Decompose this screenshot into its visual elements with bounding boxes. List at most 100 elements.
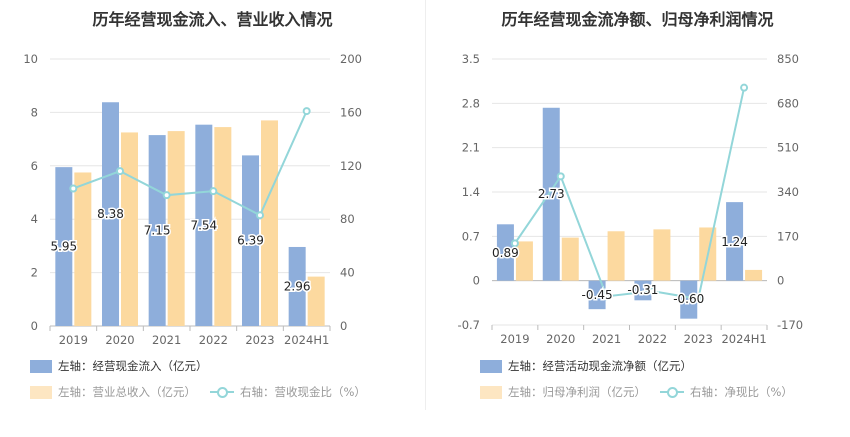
line-point (209, 187, 218, 196)
chart-svg: 0 2 4 6 8 10 0 40 80 120 160 200 2019 2020 2021 2022 202… (23, 52, 362, 347)
bar (102, 102, 119, 326)
legend-row-2: 左轴：营业总收入（亿元） 右轴：营收现金比（%） (30, 384, 380, 400)
y-tick-label-left: 0 (31, 319, 38, 333)
legend-row-1: 左轴：经营活动现金流净额（亿元） (480, 358, 706, 374)
bar (726, 202, 744, 281)
bar (515, 241, 533, 281)
bar (634, 280, 652, 301)
legend-item[interactable]: 左轴：营业总收入（亿元） (30, 384, 196, 400)
legend-label: 左轴：归母净利润（亿元） (508, 385, 646, 399)
bar (561, 237, 579, 281)
bar (588, 280, 606, 310)
bar (195, 124, 213, 326)
y-tick-label-right: 200 (340, 52, 362, 66)
x-tick-label: 2022 (638, 332, 667, 346)
legend-swatch (30, 385, 52, 399)
y-tick-label-right: 160 (340, 105, 362, 119)
data-label: 1.24 (721, 235, 748, 249)
y-tick-label-left: 1.4 (462, 185, 480, 199)
data-label: 6.39 (237, 234, 264, 248)
x-tick-label: 2023 (245, 333, 274, 347)
x-tick-label: 2021 (152, 333, 181, 347)
x-tick-label: 2024H1 (721, 332, 766, 346)
bar (121, 132, 138, 326)
x-tick-label: 2019 (500, 332, 529, 346)
legend-line-marker (660, 385, 684, 399)
x-tick-label: 2024H1 (284, 333, 329, 347)
y-tick-label-left: 8 (31, 105, 38, 119)
legend-item[interactable]: 左轴：归母净利润（亿元） (480, 384, 646, 400)
data-label: 0.89 (492, 246, 519, 260)
chart-svg: -0.7 0 0.7 1.4 2.1 2.8 3.5 -170 0 170 340 510 680 850… (458, 52, 804, 346)
x-tick-label: 2023 (684, 332, 713, 346)
chart-title: 历年经营现金流入、营业收入情况 (92, 10, 333, 29)
line-point (510, 239, 519, 248)
legend-row-1: 左轴：经营现金流入（亿元） (30, 358, 222, 374)
y-tick-label-right: 120 (340, 159, 362, 173)
data-label: -0.31 (627, 283, 658, 297)
bar (55, 167, 73, 326)
chart-panel-cashflow-revenue: 历年经营现金流入、营业收入情况 0 2 4 6 8 10 0 40 80 120 160 200 201… (23, 10, 380, 400)
bar (167, 131, 185, 326)
bar (288, 246, 306, 326)
bar (74, 172, 92, 326)
data-label: 5.95 (50, 240, 77, 254)
data-label: -0.45 (582, 288, 613, 302)
bar (496, 224, 514, 281)
bar (148, 135, 166, 326)
legend-swatch (480, 385, 502, 399)
y-tick-label-right: 40 (340, 266, 355, 280)
bar (214, 127, 232, 327)
line-point (162, 191, 171, 200)
bar (542, 107, 560, 281)
y-tick-label-left: 6 (31, 159, 38, 173)
y-tick-label-right: 170 (777, 229, 799, 243)
line-point (116, 167, 124, 176)
data-label: 8.38 (97, 207, 124, 221)
x-tick-label: 2022 (199, 333, 228, 347)
legend-item[interactable]: 左轴：经营现金流入（亿元） (30, 358, 208, 374)
y-tick-label-right: 340 (777, 185, 799, 199)
y-tick-label-left: 10 (23, 52, 38, 66)
legend-swatch (30, 359, 52, 373)
line-point (694, 294, 703, 303)
chart-title: 历年经营现金流净额、归母净利润情况 (501, 10, 774, 29)
y-tick-label-right: 0 (340, 319, 347, 333)
legend-label: 左轴：经营活动现金流净额（亿元） (508, 359, 692, 373)
y-tick-label-right: 510 (777, 141, 799, 155)
y-tick-label-left: -0.7 (458, 318, 480, 332)
legend-label: 左轴：经营现金流入（亿元） (58, 359, 208, 373)
y-tick-label-left: 0.7 (462, 229, 480, 243)
line-point (302, 107, 311, 116)
legend-item[interactable]: 左轴：经营活动现金流净额（亿元） (480, 358, 692, 374)
line-point (602, 292, 611, 301)
chart-panel-netcash-profit: 历年经营现金流净额、归母净利润情况 -0.7 0 0.7 1.4 2.1 2.8 3.5 -1… (425, 0, 850, 437)
line-point (648, 287, 657, 296)
legend-item[interactable]: 右轴：净现比（%） (660, 384, 793, 400)
y-tick-label-left: 2.1 (462, 141, 480, 155)
y-tick-label-right: -170 (777, 318, 803, 332)
bar (261, 120, 278, 326)
line-point (69, 184, 78, 193)
data-label: 7.54 (190, 218, 217, 232)
legend-label: 右轴：净现比（%） (690, 385, 793, 399)
x-tick-label: 2021 (592, 332, 621, 346)
series-line (514, 87, 746, 301)
y-tick-label-left: 4 (31, 212, 38, 226)
series-line (72, 110, 308, 217)
legend-item[interactable]: 右轴：营收现金比（%） (210, 384, 366, 400)
y-tick-label-right: 0 (777, 274, 784, 288)
legend-row-2: 左轴：归母净利润（亿元） 右轴：净现比（%） (480, 384, 807, 400)
bar (307, 276, 325, 326)
bar (653, 229, 671, 281)
y-tick-label-left: 0 (473, 274, 480, 288)
data-label: -0.60 (673, 292, 704, 306)
legend-line-marker (210, 385, 234, 399)
y-tick-label-right: 680 (777, 96, 799, 110)
bar (745, 269, 763, 281)
line-point (740, 83, 749, 92)
data-label: 2.73 (538, 187, 565, 201)
bar (607, 231, 625, 281)
data-label: 7.15 (144, 224, 171, 238)
x-tick-label: 2020 (105, 333, 134, 347)
